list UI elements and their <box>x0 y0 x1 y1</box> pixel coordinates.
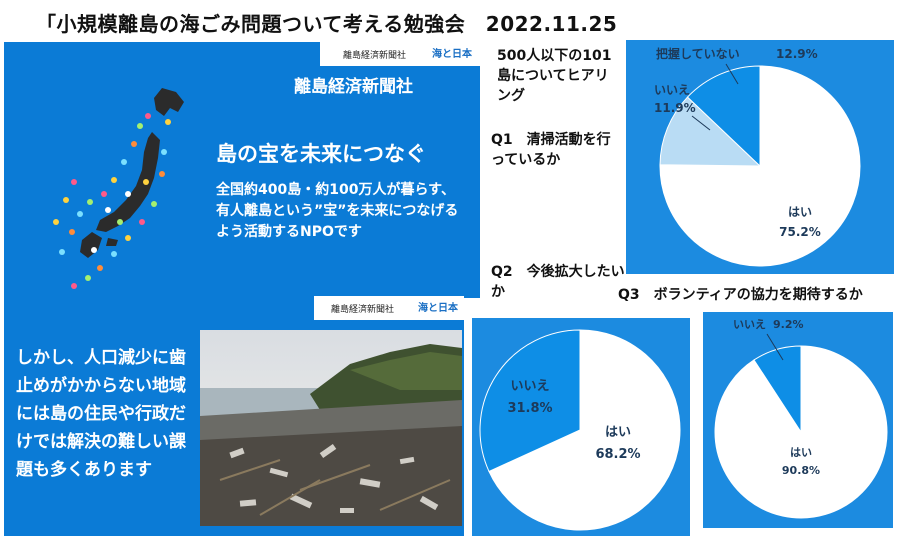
question-1: Q1 清掃活動を行っているか <box>491 132 611 168</box>
pie-value-no: 11.9% <box>654 101 696 115</box>
org-name: 離島経済新聞社 <box>294 77 413 97</box>
question-2: Q2 今後拡大したいか <box>491 264 625 300</box>
slide-headline: 島の宝を未来につなぐ <box>216 142 426 166</box>
project-logo: 海と日本 <box>432 49 472 60</box>
survey-intro: 500人以下の101島についてヒアリング <box>497 48 612 104</box>
pie-value-yes: 68.2% <box>595 447 640 462</box>
project-logo: 海と日本 <box>418 303 458 314</box>
slide-header-bar <box>320 42 480 66</box>
q1-pie-panel: はい 75.2% いいえ 11.9% 把握していない 12.9% <box>626 40 894 274</box>
pie-label-no: いいえ <box>510 379 549 394</box>
beach-litter-photo <box>200 330 462 526</box>
pie-value-yes: 90.8% <box>782 464 820 477</box>
pie-slice-no <box>659 96 762 167</box>
question-3: Q3 ボランティアの協力を期待するか <box>618 287 863 303</box>
pie-label-no: いいえ <box>733 318 766 331</box>
pie-label-yes: はい <box>788 205 812 219</box>
page-title: 「小規模離島の海ごみ問題ついて考える勉強会 2022.11.25 <box>36 12 618 36</box>
pie-value-no: 31.8% <box>507 401 552 416</box>
leader-line <box>766 333 784 361</box>
pie-slice-no <box>479 329 581 473</box>
q2-pie-panel: はい 68.2% いいえ 31.8% <box>472 318 690 536</box>
pie-value-no: 9.2% <box>773 318 804 331</box>
intro-slide: 離島経済新聞社 海と日本 離島経済新聞社 島の宝を未来につなぐ 全国約400島・… <box>4 42 480 298</box>
japan-map-icon <box>53 88 184 289</box>
leader-line <box>725 63 739 85</box>
pie-label-yes: はい <box>605 425 631 440</box>
slide-header-bar <box>314 296 464 320</box>
q3-pie-panel: はい 90.8% いいえ 9.2% <box>703 312 893 528</box>
pie-label-no: いいえ <box>654 83 690 97</box>
q3-pie-chart: はい 90.8% いいえ 9.2% <box>714 318 888 519</box>
problem-slide: 離島経済新聞社 海と日本 しかし、人口減少に歯止めがかからない地域には島の住民や… <box>4 296 464 536</box>
pie-slice-yes <box>488 329 681 531</box>
q1-pie-chart: はい 75.2% いいえ 11.9% 把握していない 12.9% <box>654 46 861 267</box>
slide-body-text: しかし、人口減少に歯止めがかからない地域には島の住民や行政だけでは解決の難しい課… <box>16 348 186 480</box>
org-logo: 離島経済新聞社 <box>330 305 394 315</box>
slide-body-text: 全国約400島・約100万人が暮らす、有人離島という”宝”を未来につなげるよう活… <box>216 182 459 240</box>
pie-label-yes: はい <box>790 446 812 459</box>
q2-pie-chart: はい 68.2% いいえ 31.8% <box>479 329 681 531</box>
org-logo: 離島経済新聞社 <box>342 51 406 61</box>
pie-label-unknown: 把握していない <box>656 46 740 61</box>
leader-line <box>691 115 711 131</box>
pie-value-yes: 75.2% <box>779 225 821 239</box>
pie-value-unknown: 12.9% <box>776 47 818 61</box>
pie-slice-unknown <box>686 65 761 168</box>
